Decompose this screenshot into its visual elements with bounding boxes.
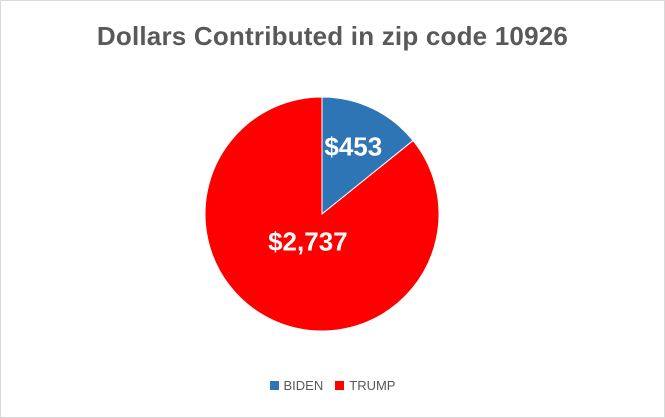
- legend: BIDEN TRUMP: [1, 378, 664, 393]
- legend-label-trump: TRUMP: [349, 378, 396, 393]
- data-label-trump: $2,737: [268, 226, 348, 256]
- data-label-biden: $453: [324, 131, 382, 161]
- pie-slice-biden: [321, 96, 414, 216]
- legend-swatch-biden: [269, 381, 279, 390]
- legend-swatch-trump: [335, 381, 345, 390]
- legend-label-biden: BIDEN: [283, 378, 324, 393]
- chart-title: Dollars Contributed in zip code 10926: [96, 21, 569, 51]
- pie-slice-trump: [204, 96, 440, 332]
- legend-item-biden: BIDEN: [269, 378, 324, 393]
- legend-item-trump: TRUMP: [335, 378, 395, 393]
